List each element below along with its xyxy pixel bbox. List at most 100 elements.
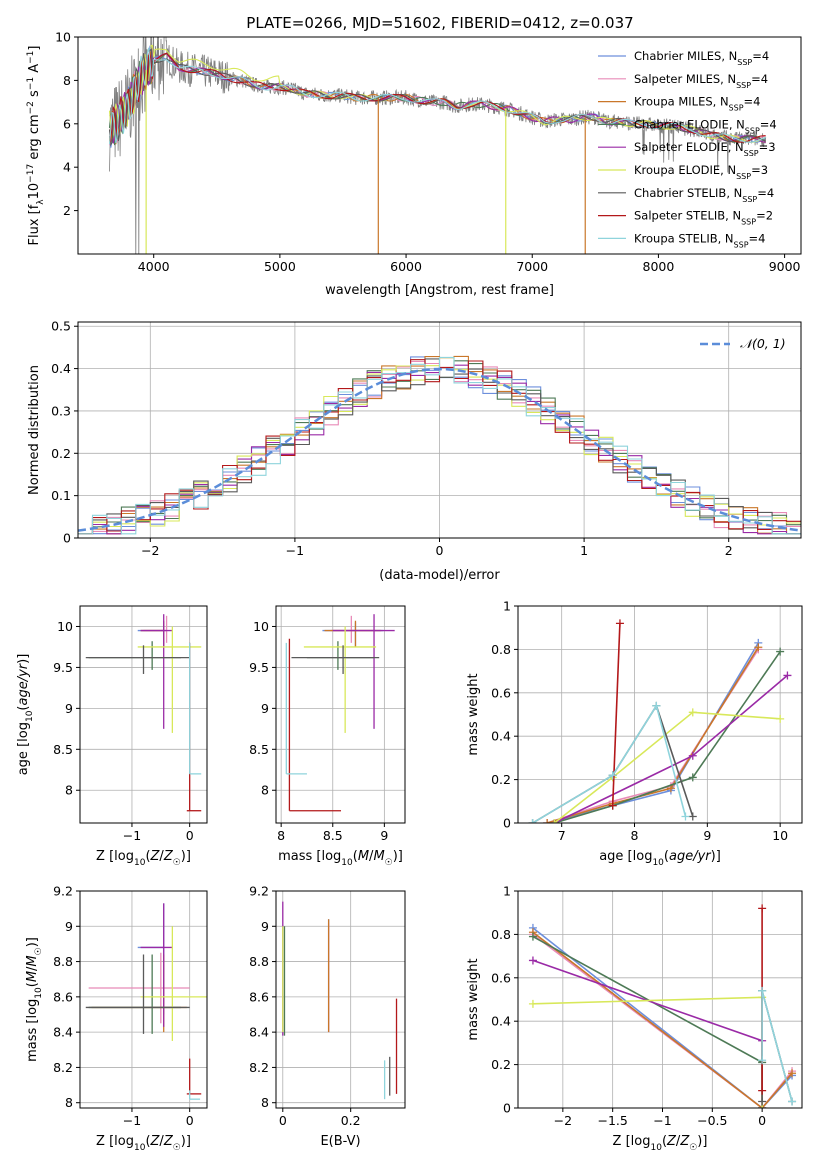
y-tick-label: 10 <box>57 619 73 634</box>
x-axis-label: Z [log10(Z/Z☉)] <box>96 1134 191 1153</box>
weight-line-kroupa_stelib <box>532 703 687 823</box>
x-axis-label: age [log10(age/yr)] <box>599 849 721 868</box>
x-tick-label: 10 <box>772 828 788 843</box>
y-tick-label: 0.5 <box>51 319 71 334</box>
weight-point-salpeter_elodie <box>783 671 792 680</box>
y-tick-label: 0 <box>503 1101 511 1116</box>
y-tick-label: 0.2 <box>491 1057 511 1072</box>
x-axis-label: mass [log10(M/M☉)] <box>278 849 403 868</box>
y-axis-label: mass weight <box>466 958 481 1040</box>
y-tick-label: 10 <box>55 30 71 45</box>
legend-label-kroupa_miles: Kroupa MILES, NSSP=4 <box>634 95 760 113</box>
errorbar-salpeter_elodie <box>140 614 173 729</box>
y-tick-label: 8 <box>65 783 73 798</box>
axes-frame <box>275 890 406 1109</box>
weight-point-salpeter_stelib <box>758 1086 767 1095</box>
weight-point-chabrier_stelib <box>758 1097 767 1106</box>
axes-z_vs_age: −1 0 8 8.5 9 9.5 10 Z [log10(Z/Z☉)] age [log10(a… <box>16 605 208 868</box>
y-tick-label: 6 <box>63 116 71 131</box>
x-tick-label: 0.2 <box>341 1113 361 1128</box>
weight-point-kroupa_miles <box>788 1069 797 1078</box>
x-axis-label: E(B-V) <box>320 1134 360 1149</box>
errorbar-salpeter_elodie <box>332 614 395 729</box>
plot-area <box>285 614 395 812</box>
weight-line-salpeter_elodie <box>532 959 763 1108</box>
errorbar-chabrier_stelib <box>85 954 190 1034</box>
y-axis-label: Flux [fλ10−17 erg cm−2 s−1 A−1] <box>26 46 46 246</box>
x-tick-label: 0 <box>186 1113 194 1128</box>
x-tick-label: 8000 <box>643 259 675 274</box>
weight-point-kroupa_stelib <box>758 1056 767 1065</box>
y-tick-label: 9.2 <box>53 884 73 899</box>
x-tick-label: 8 <box>277 828 285 843</box>
y-tick-label: 8 <box>65 1095 73 1110</box>
errorbar-salpeter_stelib <box>186 642 202 812</box>
y-tick-label: 9 <box>261 701 269 716</box>
x-tick-label: −1.5 <box>597 1113 627 1128</box>
axes-frame <box>79 605 208 824</box>
errorbar-kroupa_stelib <box>285 642 307 775</box>
weight-point-kroupa_elodie <box>528 999 537 1008</box>
y-tick-label: 8 <box>63 73 71 88</box>
y-tick-label: 9.5 <box>249 660 269 675</box>
legend-label-chabrier_elodie: Chabrier ELODIE, NSSP=4 <box>634 117 777 135</box>
errorbar-chabrier_miles <box>137 903 165 1015</box>
plot-area <box>528 904 797 1108</box>
x-tick-label: 9 <box>380 828 388 843</box>
y-tick-label: 0.3 <box>51 403 71 418</box>
weight-line-chabrier_elodie <box>554 651 781 823</box>
legend-label-chabrier_stelib: Chabrier STELIB, NSSP=4 <box>634 186 774 204</box>
weight-point-chabrier_elodie <box>528 932 537 941</box>
y-tick-label: 1 <box>503 599 511 614</box>
x-tick-label: 0 <box>279 1113 287 1128</box>
y-tick-label: 8 <box>261 783 269 798</box>
x-axis-label: (data-model)/error <box>379 568 500 583</box>
axes-z_weights: −2 −1.5 −1 −0.5 0 0 0.2 0.4 0.6 0.8 1 Z [log10(Z/Z☉… <box>466 884 803 1153</box>
weight-line-kroupa_stelib <box>761 990 793 1102</box>
weight-point-chabrier_elodie <box>776 647 785 656</box>
y-tick-label: 0.1 <box>51 488 71 503</box>
errorbar-kroupa_stelib <box>189 1090 201 1100</box>
y-tick-label: 0.6 <box>491 685 511 700</box>
weight-point-salpeter_elodie <box>528 956 537 965</box>
plot-area <box>528 619 792 823</box>
errorbar-chabrier_miles <box>137 622 165 647</box>
weight-line-kroupa_elodie <box>553 711 781 823</box>
weight-point-kroupa_stelib <box>788 1097 797 1106</box>
weight-point-kroupa_miles <box>543 819 552 823</box>
y-tick-label: 8.6 <box>53 989 73 1004</box>
errorbar-chabrier_elodie <box>88 641 182 670</box>
x-tick-label: 9000 <box>769 259 801 274</box>
y-tick-label: 8.8 <box>249 954 269 969</box>
y-tick-label: 8.8 <box>53 954 73 969</box>
y-tick-label: 8.5 <box>53 742 73 757</box>
weight-line-salpeter_stelib <box>611 623 621 806</box>
y-tick-label: 0.8 <box>491 927 511 942</box>
axes-frame <box>517 890 803 1109</box>
weight-point-kroupa_stelib <box>528 819 537 823</box>
x-tick-label: 1 <box>580 543 588 558</box>
errorbar-salpeter_stelib <box>186 1058 202 1095</box>
weight-point-salpeter_stelib <box>758 904 767 913</box>
x-tick-label: 8 <box>631 828 639 843</box>
axes-ebv_vs_mass: 0 0.2 8 8.2 8.4 8.6 8.8 9 9.2 E(B-V) <box>249 884 406 1149</box>
weight-point-chabrier_stelib <box>688 812 697 821</box>
weight-point-chabrier_elodie <box>688 773 697 782</box>
weight-point-salpeter_elodie <box>688 751 697 760</box>
y-tick-label: 8.4 <box>249 1025 269 1040</box>
errorbar-chabrier_elodie <box>88 954 182 1034</box>
y-tick-label: 9 <box>65 919 73 934</box>
y-tick-label: 0.2 <box>491 772 511 787</box>
x-axis-label: wavelength [Angstrom, rest frame] <box>325 283 554 298</box>
x-axis-label: Z [log10(Z/Z☉)] <box>96 849 191 868</box>
weight-point-salpeter_stelib <box>608 801 617 810</box>
y-tick-label: 9.5 <box>53 660 73 675</box>
y-tick-label: 9 <box>65 701 73 716</box>
errorbar-kroupa_elodie <box>140 926 207 1041</box>
plot-area <box>282 901 398 1100</box>
weight-point-kroupa_elodie <box>688 708 697 717</box>
y-axis-label: mass weight <box>466 673 481 755</box>
x-tick-label: −1 <box>653 1113 671 1128</box>
y-tick-label: 0.4 <box>491 1014 511 1029</box>
